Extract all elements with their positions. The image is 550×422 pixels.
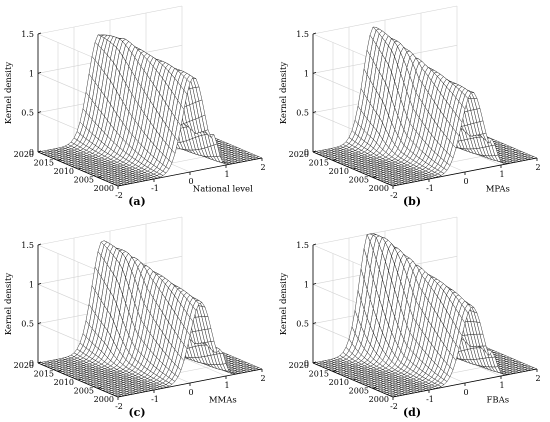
year-tick (37, 361, 42, 364)
z-tick-label: 0 (304, 148, 309, 157)
x-tick-label: -1 (151, 184, 159, 193)
year-tick (77, 167, 82, 170)
year-tick (57, 370, 62, 372)
x-axis-label: National level (193, 184, 253, 194)
z-tick (312, 71, 317, 74)
year-tick (392, 184, 397, 187)
panel-d: 00.511.520002005201020152020-2-1012Kerne… (279, 216, 541, 419)
year-tick-label: 2015 (34, 159, 54, 168)
year-tick-label: 2020 (14, 150, 34, 159)
x-tick-label: 0 (188, 388, 193, 397)
year-tick (97, 387, 102, 389)
year-tick (97, 176, 102, 178)
x-tick-label: -1 (151, 395, 159, 404)
year-tick-label: 2005 (349, 176, 369, 185)
year-tick-label: 2000 (94, 395, 114, 404)
x-tick-label: -2 (390, 191, 398, 200)
x-tick-label: 1 (224, 381, 229, 390)
panel-label: (c) (128, 406, 145, 419)
z-tick-label: 1 (29, 280, 34, 289)
surface-mesh (37, 34, 263, 187)
x-tick-label: 0 (188, 177, 193, 186)
z-tick (37, 243, 42, 246)
x-tick-label: -2 (115, 402, 123, 411)
year-tick (117, 184, 122, 187)
z-axis-label: Kernel density (279, 62, 289, 125)
x-tick-label: 0 (463, 177, 468, 186)
year-tick-label: 2005 (74, 387, 94, 396)
year-tick (372, 176, 377, 178)
plot-area: 00.511.520002005201020152020-2-1012Kerne… (279, 216, 541, 419)
year-tick-label: 2010 (54, 378, 74, 387)
z-tick (37, 32, 42, 35)
year-tick (117, 395, 122, 398)
z-tick-label: 0.5 (21, 109, 34, 118)
year-tick (352, 167, 357, 170)
x-tick-label: -1 (426, 184, 434, 193)
z-tick-label: 0.5 (21, 320, 34, 329)
z-tick (37, 282, 42, 285)
z-tick-label: 1 (29, 69, 34, 78)
z-tick-label: 0.5 (296, 109, 309, 118)
z-tick-label: 1.5 (21, 30, 34, 39)
x-tick-label: -2 (115, 191, 123, 200)
year-tick (332, 159, 337, 161)
z-tick-label: 1.5 (21, 241, 34, 250)
year-tick-label: 2010 (54, 167, 74, 176)
z-tick-label: 0 (29, 359, 34, 368)
year-tick-label: 2000 (369, 184, 389, 193)
z-axis-label: Kernel density (4, 62, 14, 125)
x-axis-label: MPAs (486, 184, 510, 194)
x-axis-label: MMAs (209, 395, 237, 405)
z-tick-label: 0 (29, 148, 34, 157)
year-tick-label: 2000 (94, 184, 114, 193)
z-tick-label: 1.5 (296, 30, 309, 39)
year-tick-label: 2020 (14, 361, 34, 370)
year-tick-label: 2020 (289, 150, 309, 159)
year-tick-label: 2005 (74, 176, 94, 185)
z-tick (312, 32, 317, 35)
year-tick (312, 150, 317, 153)
year-tick (57, 159, 62, 161)
surface-mesh (312, 26, 538, 187)
z-tick (312, 111, 317, 114)
x-tick-label: 1 (499, 170, 504, 179)
z-axis-label: Kernel density (4, 273, 14, 336)
surface-mesh (37, 240, 263, 398)
z-tick (37, 71, 42, 74)
year-tick-label: 2015 (34, 370, 54, 379)
x-tick-label: 1 (224, 170, 229, 179)
z-tick (37, 111, 42, 114)
z-tick (37, 322, 42, 325)
surface-mesh (312, 232, 538, 398)
panel-label: (b) (403, 195, 421, 208)
year-tick-label: 2010 (329, 167, 349, 176)
z-tick-label: 1 (304, 69, 309, 78)
year-tick (77, 378, 82, 381)
panel-label: (a) (128, 195, 146, 208)
x-tick-label: 2 (535, 163, 540, 172)
x-tick-label: 2 (260, 163, 265, 172)
year-tick (37, 150, 42, 153)
year-tick-label: 2015 (309, 159, 329, 168)
x-tick-label: 2 (260, 374, 265, 383)
